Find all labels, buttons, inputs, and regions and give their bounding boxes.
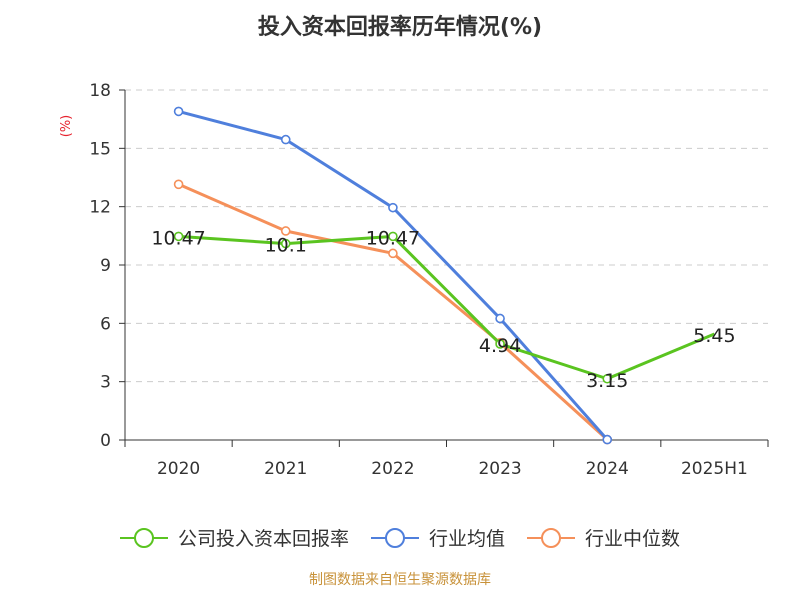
- chart-title: 投入资本回报率历年情况(%): [258, 14, 542, 40]
- data-point: [173, 231, 184, 242]
- series-2: [173, 179, 613, 445]
- data-point: [388, 231, 398, 242]
- data-label: 3.15: [586, 370, 628, 392]
- y-tick-label: 6: [100, 314, 111, 334]
- data-point: [280, 238, 291, 249]
- data-point: [388, 202, 398, 213]
- legend-label: 行业均值: [429, 528, 505, 550]
- series-lines: [173, 106, 715, 445]
- data-point: [388, 248, 398, 259]
- gridlines: [125, 89, 768, 383]
- x-tick-label: 2023: [478, 459, 521, 479]
- series-line: [178, 234, 715, 381]
- y-tick-label: 3: [100, 373, 111, 393]
- x-tick-label: 2021: [264, 459, 307, 479]
- data-label: 10.47: [366, 227, 420, 249]
- data-point: [495, 339, 505, 349]
- legend-label: 公司投入资本回报率: [178, 528, 349, 550]
- series-0: [173, 231, 715, 384]
- data-label: 10.1: [265, 235, 307, 257]
- legend-item: 行业均值: [371, 528, 505, 550]
- data-labels: 10.47 10.1 10.47 4.94 3.15 5.45: [151, 227, 735, 391]
- series-line: [178, 109, 609, 441]
- legend-marker: [134, 528, 154, 548]
- data-source-note: 制图数据来自恒生聚源数据库: [309, 572, 491, 588]
- data-label: 10.47: [151, 227, 205, 249]
- y-tick-label: 0: [100, 431, 111, 451]
- data-point: [280, 134, 291, 145]
- data-label: 5.45: [693, 325, 735, 347]
- x-tick-label: 2025H1: [681, 459, 748, 479]
- legend-marker: [541, 528, 561, 548]
- x-tick-label: 2020: [157, 459, 200, 479]
- y-tick-label: 18: [89, 81, 111, 101]
- y-tick-label: 9: [100, 256, 111, 276]
- series-1: [173, 106, 613, 445]
- data-point: [495, 313, 505, 324]
- legend-item: 公司投入资本回报率: [120, 528, 349, 550]
- data-point: [280, 226, 291, 236]
- y-tick-label: 15: [89, 139, 111, 159]
- legend-marker: [385, 528, 405, 548]
- x-tick-label: 2024: [586, 459, 629, 479]
- data-point: [173, 106, 184, 117]
- y-tick-label: 12: [89, 198, 111, 218]
- legend-item: 行业中位数: [527, 528, 680, 550]
- y-axis-unit-label: (%): [59, 115, 74, 138]
- x-tick-label: 2022: [371, 459, 414, 479]
- data-point: [602, 434, 613, 445]
- data-label: 4.94: [479, 335, 521, 357]
- series-line: [177, 182, 609, 441]
- legend-label: 行业中位数: [585, 528, 680, 550]
- data-point: [602, 373, 613, 384]
- axes: 0 3 6 9 12 15 18 2020 2021 2022 2023 2024 2025H1: [89, 81, 769, 479]
- data-point: [173, 179, 184, 190]
- legend: 公司投入资本回报率 行业均值 行业中位数: [120, 528, 680, 550]
